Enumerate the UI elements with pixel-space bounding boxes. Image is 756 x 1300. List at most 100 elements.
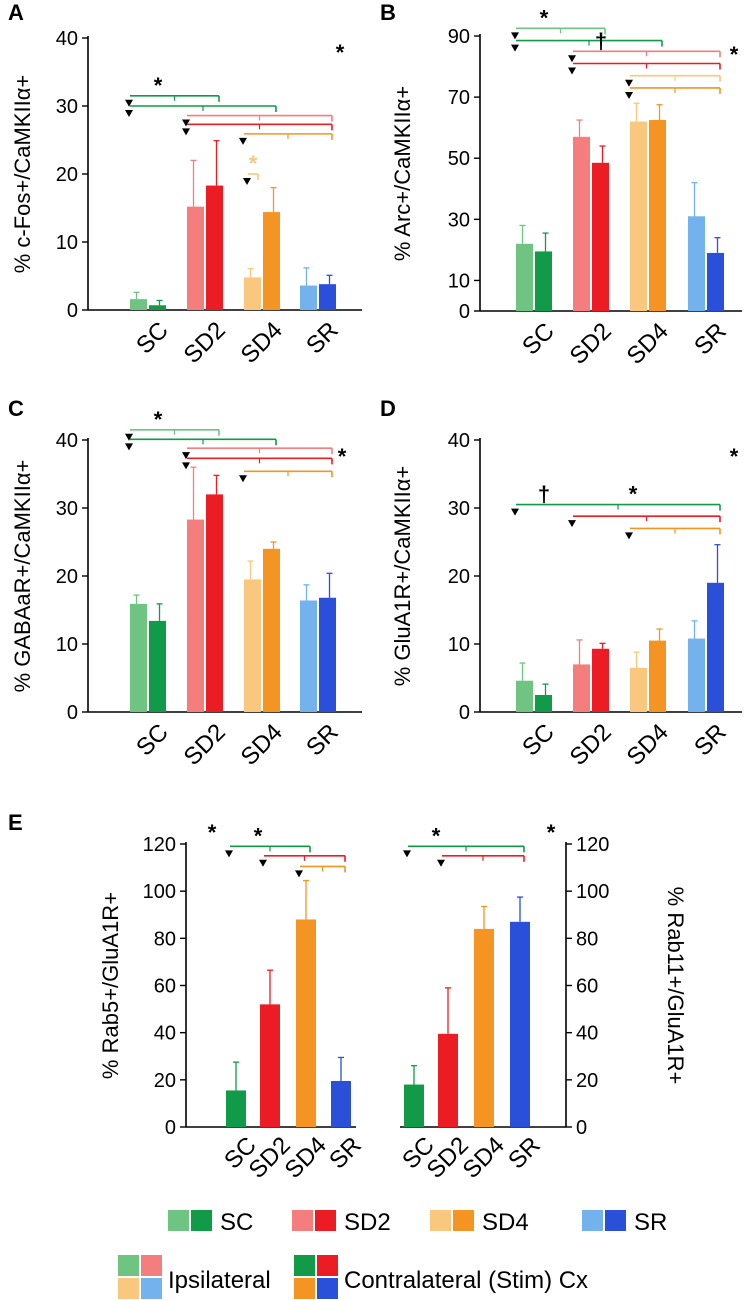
e-right-comparison-label: *: [432, 823, 441, 848]
c-bar-SD2-contra: [206, 494, 223, 712]
legend-contra-swatch-sd4: [294, 1278, 315, 1299]
b-y-label: % Arc+/CaMKIIα+: [390, 86, 415, 261]
c-category-label-SR: SR: [301, 719, 344, 762]
d-y-label: % GluA1R+/CaMKIIα+: [390, 466, 415, 687]
e-right-comparison-arrow: [403, 850, 411, 858]
e-right-ytick-label: 40: [576, 1023, 598, 1045]
a-comparison-label: *: [249, 151, 258, 176]
legend-swatch-SD4-ipsi: [430, 1210, 451, 1231]
e-right-ytick-label: 100: [576, 881, 609, 903]
legend-ipsi-swatch-sd4: [118, 1278, 139, 1299]
b-ytick-label: 30: [448, 209, 470, 231]
e-left-bar-SR: [331, 1081, 351, 1127]
a-overall-star: *: [336, 40, 345, 65]
a-y-label: % c-Fos+/CaMKIIα+: [10, 75, 35, 274]
e-left-comparison-arrow: [259, 859, 267, 867]
e-right-category-label-SR: SR: [503, 1132, 546, 1175]
d-bar-SD2-ipsi: [573, 664, 590, 712]
d-bar-SD2-contra: [592, 648, 609, 712]
legend-swatch-SD2-ipsi: [292, 1210, 313, 1231]
d-ytick-label: 10: [448, 634, 470, 656]
b-bar-SD4-ipsi: [630, 121, 647, 311]
a-bar-SC-ipsi: [130, 299, 147, 310]
d-ytick-label: 40: [448, 430, 470, 452]
e-left-ytick-label: 20: [154, 1070, 176, 1092]
e-left-ytick-label: 120: [143, 834, 176, 856]
d-comparison-arrow: [511, 508, 519, 516]
b-comparison-arrow: [511, 32, 519, 40]
b-ytick-label: 90: [448, 26, 470, 48]
e-right-bar-SR: [510, 921, 530, 1127]
c-ytick-label: 0: [67, 702, 78, 724]
legend-contra-swatch-sc: [294, 1255, 315, 1276]
e-left-bar-SD2: [260, 1004, 280, 1127]
d-bar-SR-contra: [707, 582, 724, 712]
a-category-label-SD4: SD4: [236, 317, 288, 369]
c-category-label-SD4: SD4: [236, 719, 288, 771]
a-comparison-label: *: [154, 73, 163, 98]
b-comparison-arrow: [568, 67, 576, 75]
a-bar-SC-contra: [149, 305, 166, 310]
a-category-label-SD2: SD2: [179, 317, 231, 369]
legend-swatch-SR-contra: [605, 1210, 626, 1231]
a-bar-SD4-contra: [263, 212, 280, 310]
c-ytick-label: 30: [56, 498, 78, 520]
e-right-ytick-label: 60: [576, 976, 598, 998]
c-bar-SR-contra: [319, 597, 336, 712]
d-category-label-SD2: SD2: [565, 719, 617, 771]
b-bar-SR-contra: [707, 252, 724, 311]
e-left-bar-SD4: [296, 919, 316, 1127]
e-left-overall-star: *: [208, 820, 217, 845]
legend-swatch-SR-ipsi: [582, 1210, 603, 1231]
a-category-label-SC: SC: [131, 317, 174, 360]
a-comparison-arrow: [243, 178, 251, 185]
d-category-label-SD4: SD4: [622, 719, 674, 771]
b-category-label-SD2: SD2: [565, 318, 617, 370]
d-bar-SD4-ipsi: [630, 667, 647, 712]
e-right-category-label-SD4: SD4: [458, 1132, 510, 1184]
legend-ipsi-swatch-sd2: [141, 1255, 162, 1276]
e-right-y-label: % Rab11+/GluA1R+: [663, 887, 688, 1085]
e-left-panel-letter: E: [8, 810, 23, 835]
c-y-label: % GABAaR+/CaMKIIα+: [10, 460, 35, 693]
legend-swatch-SC-contra: [191, 1210, 212, 1231]
c-comparison-arrow: [125, 443, 133, 451]
d-comparison-arrow: [625, 532, 633, 540]
c-category-label-SD2: SD2: [179, 719, 231, 771]
e-left-bar-SC: [226, 1090, 246, 1127]
c-overall-star: *: [338, 444, 347, 469]
legend-ipsi-swatch-sr: [141, 1278, 162, 1299]
e-left-category-label-SR: SR: [324, 1132, 367, 1175]
d-comparison-arrow: [568, 520, 576, 528]
c-bar-SD2-ipsi: [187, 519, 204, 712]
e-right-bar-SC: [404, 1084, 424, 1127]
e-left-category-label-SD4: SD4: [280, 1132, 332, 1184]
e-left-ytick-label: 40: [154, 1023, 176, 1045]
a-bar-SR-ipsi: [300, 285, 317, 310]
e-right-overall-star: *: [547, 820, 556, 845]
legend-swatch-SC-ipsi: [168, 1210, 189, 1231]
a-bar-SD2-ipsi: [187, 206, 204, 310]
d-bar-SC-ipsi: [516, 680, 533, 712]
e-right-ytick-label: 0: [576, 1117, 587, 1139]
b-comparison-label: *: [540, 5, 549, 30]
c-ytick-label: 20: [56, 566, 78, 588]
a-category-label-SR: SR: [301, 317, 344, 360]
c-comparison-arrow: [239, 475, 247, 483]
a-bar-SD4-ipsi: [244, 277, 261, 310]
b-bar-SC-ipsi: [516, 243, 533, 311]
e-left-ytick-label: 100: [143, 881, 176, 903]
c-bar-SC-contra: [149, 620, 166, 712]
c-category-label-SC: SC: [131, 719, 174, 762]
a-ytick-label: 30: [56, 96, 78, 118]
b-overall-star: *: [730, 42, 739, 67]
a-comparison-arrow: [239, 137, 247, 145]
a-ytick-label: 0: [67, 300, 78, 322]
a-comparison-arrow: [182, 119, 190, 127]
a-bar-SD2-contra: [206, 185, 223, 310]
c-bar-SD4-ipsi: [244, 579, 261, 712]
c-ytick-label: 10: [56, 634, 78, 656]
d-bar-SC-contra: [535, 695, 552, 712]
b-bar-SD2-contra: [592, 162, 609, 311]
